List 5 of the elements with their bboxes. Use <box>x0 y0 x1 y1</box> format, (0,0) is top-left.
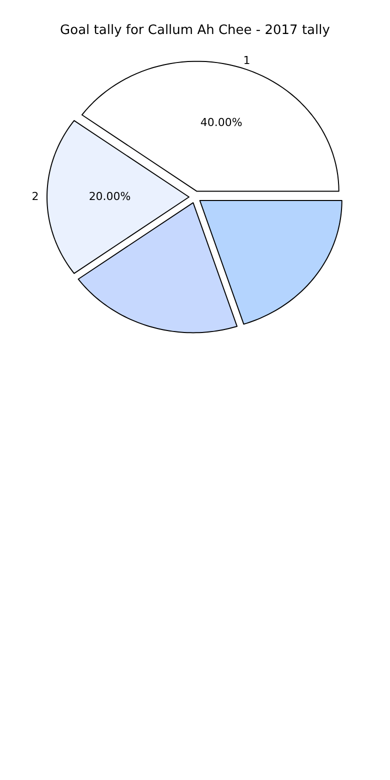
slice-label: 1 <box>243 54 250 68</box>
data-label: 40.00% <box>200 116 242 129</box>
slice-label: 2 <box>32 190 39 204</box>
chart-title: Goal tally for Callum Ah Chee - 2017 tally <box>60 23 330 38</box>
data-label: 20.00% <box>88 190 131 204</box>
